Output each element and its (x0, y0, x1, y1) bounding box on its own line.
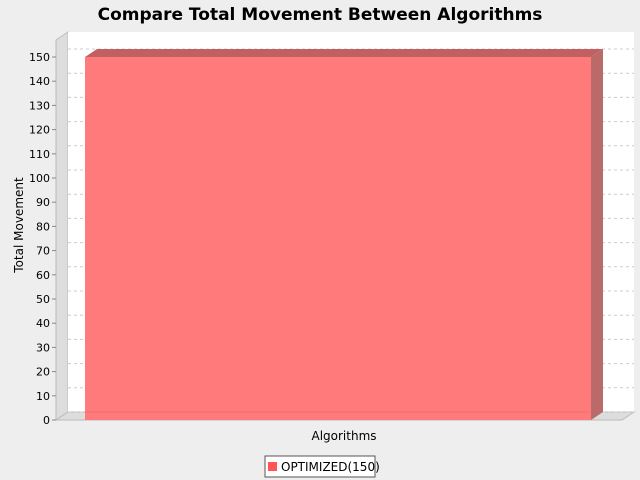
y-tick-label: 40 (36, 317, 50, 330)
chart-title: Compare Total Movement Between Algorithm… (98, 5, 543, 25)
y-tick-label: 90 (36, 196, 50, 209)
bar-side-face (591, 49, 603, 420)
y-tick-label: 70 (36, 245, 50, 258)
legend-entry: OPTIMIZED(150) (281, 460, 380, 474)
legend-box (264, 455, 376, 478)
y-tick-label: 30 (36, 341, 50, 354)
y-tick-label: 80 (36, 220, 50, 233)
y-tick-label: 110 (29, 148, 50, 161)
y-tick-label: 20 (36, 366, 50, 379)
plot-left-wall (55, 31, 69, 421)
y-tick-label: 0 (43, 414, 50, 427)
bar (85, 49, 603, 420)
y-axis-label: Total Movement (12, 177, 26, 274)
bars (85, 49, 603, 420)
bar-top-face (85, 49, 603, 57)
y-tick-label: 140 (29, 75, 50, 88)
y-tick-label: 60 (36, 269, 50, 282)
y-tick-label: 120 (29, 124, 50, 137)
y-tick-label: 130 (29, 99, 50, 112)
bar-front-face (85, 57, 591, 420)
y-tick-label: 50 (36, 293, 50, 306)
legend: OPTIMIZED(150) (264, 455, 380, 478)
x-axis-label: Algorithms (311, 429, 376, 443)
y-axis: 0 10 20 30 40 50 60 70 80 90 100 110 120 130 140 150 (29, 51, 56, 427)
y-tick-label: 10 (36, 390, 50, 403)
y-tick-label: 150 (29, 51, 50, 64)
legend-swatch (268, 462, 277, 471)
y-tick-label: 100 (29, 172, 50, 185)
